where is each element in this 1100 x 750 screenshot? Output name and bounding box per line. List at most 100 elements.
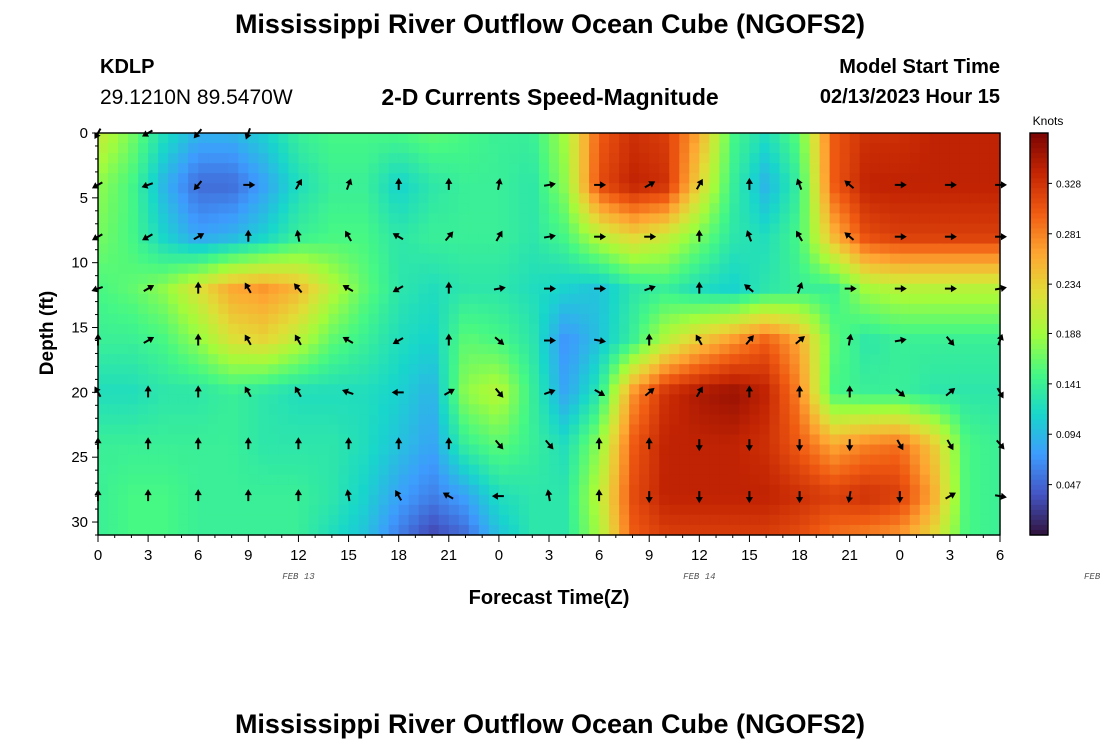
heatmap-cell	[508, 364, 520, 375]
current-arrow	[391, 388, 404, 396]
heatmap-cell	[248, 253, 259, 265]
heatmap-cell	[589, 394, 600, 405]
heatmap-cell	[278, 364, 290, 375]
heatmap-cell	[318, 133, 330, 144]
heatmap-cell	[108, 283, 119, 295]
heatmap-cell	[438, 323, 450, 335]
heatmap-cell	[859, 273, 871, 285]
heatmap-cell	[408, 524, 420, 536]
heatmap-cell	[779, 173, 791, 184]
heatmap-cell	[348, 213, 360, 225]
current-arrow	[945, 492, 956, 500]
heatmap-cell	[528, 243, 540, 255]
heatmap-cell	[949, 243, 961, 255]
heatmap-cell	[308, 484, 320, 496]
heatmap-cell	[448, 323, 460, 335]
heatmap-cell	[669, 514, 680, 526]
heatmap-cell	[909, 484, 921, 496]
heatmap-cell	[218, 253, 229, 265]
x-tick-label: 18	[791, 547, 808, 564]
heatmap-cell	[849, 163, 861, 174]
heatmap-cell	[378, 223, 390, 235]
heatmap-cell	[919, 514, 931, 526]
heatmap-cell	[719, 454, 730, 466]
heatmap-cell	[178, 524, 189, 536]
heatmap-cell	[779, 464, 791, 476]
heatmap-cell	[278, 163, 290, 174]
heatmap-cell	[709, 223, 720, 235]
heatmap-cell	[318, 163, 330, 174]
heatmap-cell	[288, 293, 300, 305]
heatmap-cell	[438, 344, 450, 355]
heatmap-cell	[218, 163, 229, 174]
heatmap-cell	[318, 153, 330, 164]
heatmap-cell	[759, 364, 771, 375]
heatmap-cell	[188, 193, 199, 204]
heatmap-cell	[268, 414, 279, 426]
heatmap-cell	[569, 303, 580, 315]
heatmap-cell	[498, 133, 510, 144]
heatmap-cell	[218, 243, 229, 255]
heatmap-cell	[869, 414, 881, 426]
heatmap-cell	[739, 153, 751, 164]
heatmap-cell	[939, 484, 951, 496]
heatmap-cell	[569, 484, 580, 496]
heatmap-cell	[619, 374, 630, 385]
heatmap-cell	[589, 143, 600, 154]
heatmap-cell	[879, 143, 891, 154]
heatmap-cell	[959, 384, 971, 395]
heatmap-cell	[719, 374, 730, 385]
heatmap-cell	[508, 444, 520, 456]
heatmap-cell	[629, 454, 640, 466]
heatmap-cell	[829, 323, 841, 335]
heatmap-cell	[268, 364, 279, 375]
heatmap-cell	[979, 203, 991, 214]
heatmap-cell	[488, 163, 500, 174]
heatmap-cell	[168, 514, 179, 526]
heatmap-cell	[278, 424, 290, 436]
heatmap-cell	[599, 183, 610, 194]
heatmap-cell	[98, 364, 109, 375]
heatmap-cell	[128, 193, 139, 204]
current-arrow	[392, 285, 404, 293]
heatmap-cell	[538, 524, 550, 536]
heatmap-cell	[869, 444, 881, 456]
heatmap-cell	[599, 323, 610, 335]
heatmap-cell	[528, 133, 540, 144]
heatmap-cell	[108, 203, 119, 214]
heatmap-cell	[769, 163, 781, 174]
heatmap-cell	[458, 374, 470, 385]
heatmap-cell	[448, 334, 460, 345]
heatmap-cell	[979, 163, 991, 174]
heatmap-cell	[979, 233, 991, 245]
heatmap-cell	[649, 213, 660, 225]
heatmap-cell	[528, 474, 540, 486]
heatmap-cell	[719, 283, 730, 295]
heatmap-cell	[889, 133, 901, 144]
heatmap-cell	[218, 334, 229, 345]
current-arrow	[745, 385, 753, 398]
heatmap-cell	[729, 323, 741, 335]
heatmap-cell	[358, 384, 370, 395]
heatmap-cell	[879, 263, 891, 275]
heatmap-cell	[689, 394, 700, 405]
heatmap-cell	[128, 474, 139, 486]
heatmap-cell	[889, 263, 901, 275]
heatmap-cell	[198, 494, 209, 506]
heatmap-cell	[178, 273, 189, 285]
heatmap-cell	[368, 334, 380, 345]
heatmap-cell	[719, 334, 730, 345]
heatmap-cell	[388, 344, 400, 355]
heatmap-cell	[909, 143, 921, 154]
heatmap-cell	[709, 344, 720, 355]
heatmap-cell	[899, 374, 911, 385]
heatmap-cell	[288, 414, 300, 426]
heatmap-cell	[268, 213, 279, 225]
heatmap-cell	[538, 414, 550, 426]
heatmap-cell	[609, 524, 620, 536]
heatmap-cell	[228, 273, 239, 285]
heatmap-cell	[518, 484, 530, 496]
heatmap-cell	[589, 233, 600, 245]
heatmap-cell	[498, 243, 510, 255]
heatmap-cell	[799, 524, 811, 536]
